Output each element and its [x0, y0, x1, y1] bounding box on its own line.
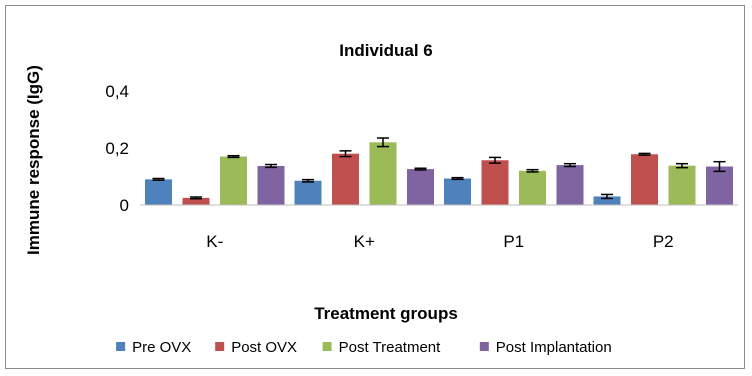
legend-item: Post OVX [215, 339, 297, 356]
bar-pre-ovx [444, 178, 471, 205]
legend-item: Post Treatment [322, 339, 442, 356]
error-bar [564, 162, 576, 168]
legend-swatch [322, 342, 332, 351]
error-bar [227, 154, 240, 159]
bar-post-ovx [182, 197, 210, 205]
error-bar [489, 156, 501, 164]
bar-pre-ovx [593, 196, 621, 205]
error-bar [713, 160, 726, 173]
bar-pre-ovx [294, 180, 322, 205]
error-bar [190, 196, 202, 200]
y-tick-label: 0,2 [105, 139, 129, 158]
error-bar [414, 167, 427, 171]
legend-item: Post Implantation [479, 339, 612, 356]
legend-swatch [116, 342, 126, 351]
legend-label: Pre OVX [132, 339, 191, 356]
legend-item: Pre OVX [116, 339, 191, 356]
bar-post-treatment [668, 165, 696, 205]
bar-post-ovx [481, 160, 509, 205]
error-bar [601, 193, 613, 200]
chart-title: Individual 6 [339, 41, 433, 60]
legend-swatch [215, 342, 225, 351]
y-axis-title: Immune response (IgG) [24, 65, 43, 255]
legend-label: Post OVX [231, 339, 297, 356]
x-axis-title: Treatment groups [314, 304, 458, 323]
error-bar [302, 178, 314, 183]
bar-pre-ovx [145, 179, 172, 205]
y-tick-label: 0,4 [105, 82, 129, 101]
error-bar [526, 168, 539, 173]
bar-post-implantation [706, 166, 733, 205]
legend-label: Post Implantation [496, 339, 612, 356]
error-bar [265, 163, 277, 169]
legend-label: Post Treatment [339, 339, 442, 356]
bar-post-ovx [332, 153, 359, 205]
bar-post-treatment [369, 142, 397, 205]
bar-post-treatment [519, 170, 546, 205]
x-tick-label: P1 [503, 232, 524, 251]
legend-swatch [479, 342, 489, 351]
error-bar [638, 152, 651, 156]
error-bar [339, 150, 352, 158]
bar-post-implantation [257, 165, 285, 205]
bar-post-implantation [407, 169, 434, 205]
y-tick-label: 0 [120, 196, 129, 215]
bar-post-implantation [556, 165, 584, 205]
bar-post-ovx [631, 154, 658, 205]
x-tick-label: K- [206, 232, 223, 251]
x-tick-label: P2 [653, 232, 674, 251]
error-bar [152, 177, 165, 181]
error-bar [676, 162, 688, 169]
bar-post-treatment [220, 156, 247, 205]
error-bar [377, 137, 389, 148]
error-bar [451, 176, 464, 181]
x-tick-label: K+ [354, 232, 375, 251]
